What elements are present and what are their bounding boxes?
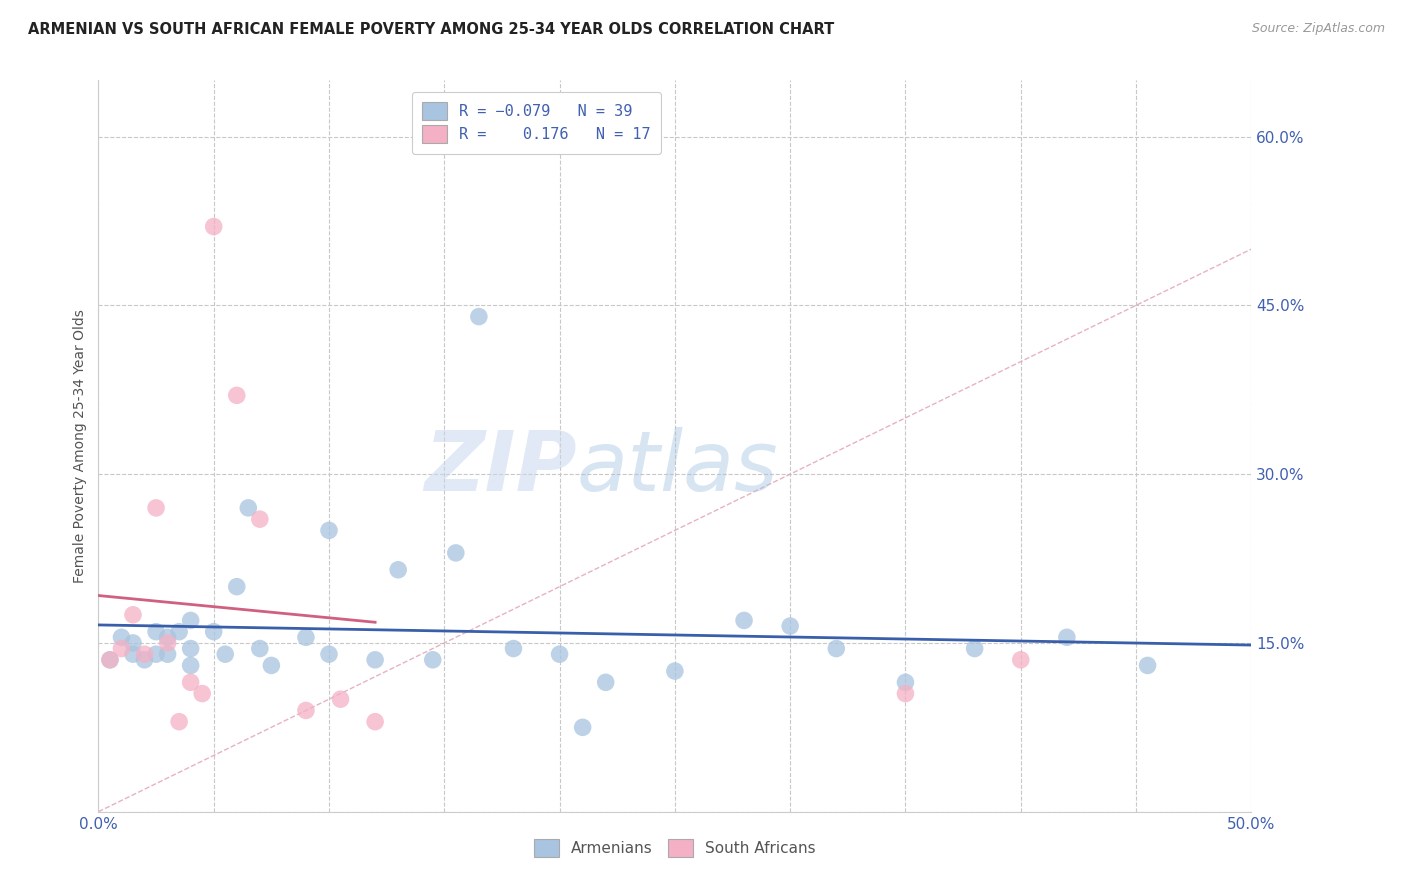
Point bbox=[145, 647, 167, 661]
Point bbox=[134, 653, 156, 667]
Point bbox=[110, 641, 132, 656]
Point bbox=[1010, 653, 1032, 667]
Point bbox=[180, 658, 202, 673]
Point bbox=[180, 614, 202, 628]
Point bbox=[894, 687, 917, 701]
Point bbox=[145, 500, 167, 515]
Point bbox=[145, 624, 167, 639]
Point bbox=[134, 647, 156, 661]
Point bbox=[364, 714, 387, 729]
Point bbox=[191, 687, 214, 701]
Point bbox=[571, 720, 593, 734]
Point bbox=[364, 653, 387, 667]
Point bbox=[318, 524, 340, 538]
Y-axis label: Female Poverty Among 25-34 Year Olds: Female Poverty Among 25-34 Year Olds bbox=[73, 309, 87, 583]
Point bbox=[422, 653, 444, 667]
Point bbox=[502, 641, 524, 656]
Point bbox=[156, 647, 179, 661]
Point bbox=[202, 219, 225, 234]
Point bbox=[98, 653, 121, 667]
Point bbox=[122, 636, 145, 650]
Point bbox=[156, 636, 179, 650]
Point bbox=[468, 310, 491, 324]
Point bbox=[167, 714, 190, 729]
Point bbox=[1136, 658, 1159, 673]
Point bbox=[779, 619, 801, 633]
Point bbox=[1056, 630, 1078, 644]
Point bbox=[167, 624, 190, 639]
Text: atlas: atlas bbox=[576, 427, 779, 508]
Point bbox=[387, 563, 409, 577]
Point bbox=[98, 653, 121, 667]
Point bbox=[295, 703, 318, 717]
Text: Source: ZipAtlas.com: Source: ZipAtlas.com bbox=[1251, 22, 1385, 36]
Point bbox=[214, 647, 236, 661]
Point bbox=[260, 658, 283, 673]
Text: ZIP: ZIP bbox=[425, 427, 576, 508]
Point bbox=[225, 388, 247, 402]
Point bbox=[963, 641, 986, 656]
Point bbox=[122, 647, 145, 661]
Point bbox=[180, 641, 202, 656]
Point bbox=[548, 647, 571, 661]
Point bbox=[295, 630, 318, 644]
Point bbox=[156, 630, 179, 644]
Point bbox=[595, 675, 617, 690]
Text: ARMENIAN VS SOUTH AFRICAN FEMALE POVERTY AMONG 25-34 YEAR OLDS CORRELATION CHART: ARMENIAN VS SOUTH AFRICAN FEMALE POVERTY… bbox=[28, 22, 834, 37]
Point bbox=[110, 630, 132, 644]
Point bbox=[202, 624, 225, 639]
Point bbox=[444, 546, 467, 560]
Point bbox=[249, 512, 271, 526]
Point bbox=[329, 692, 352, 706]
Point bbox=[122, 607, 145, 622]
Point bbox=[318, 647, 340, 661]
Point bbox=[225, 580, 247, 594]
Point bbox=[249, 641, 271, 656]
Point bbox=[825, 641, 848, 656]
Legend: Armenians, South Africans: Armenians, South Africans bbox=[526, 830, 824, 866]
Point bbox=[894, 675, 917, 690]
Point bbox=[238, 500, 260, 515]
Point bbox=[733, 614, 755, 628]
Point bbox=[180, 675, 202, 690]
Point bbox=[664, 664, 686, 678]
